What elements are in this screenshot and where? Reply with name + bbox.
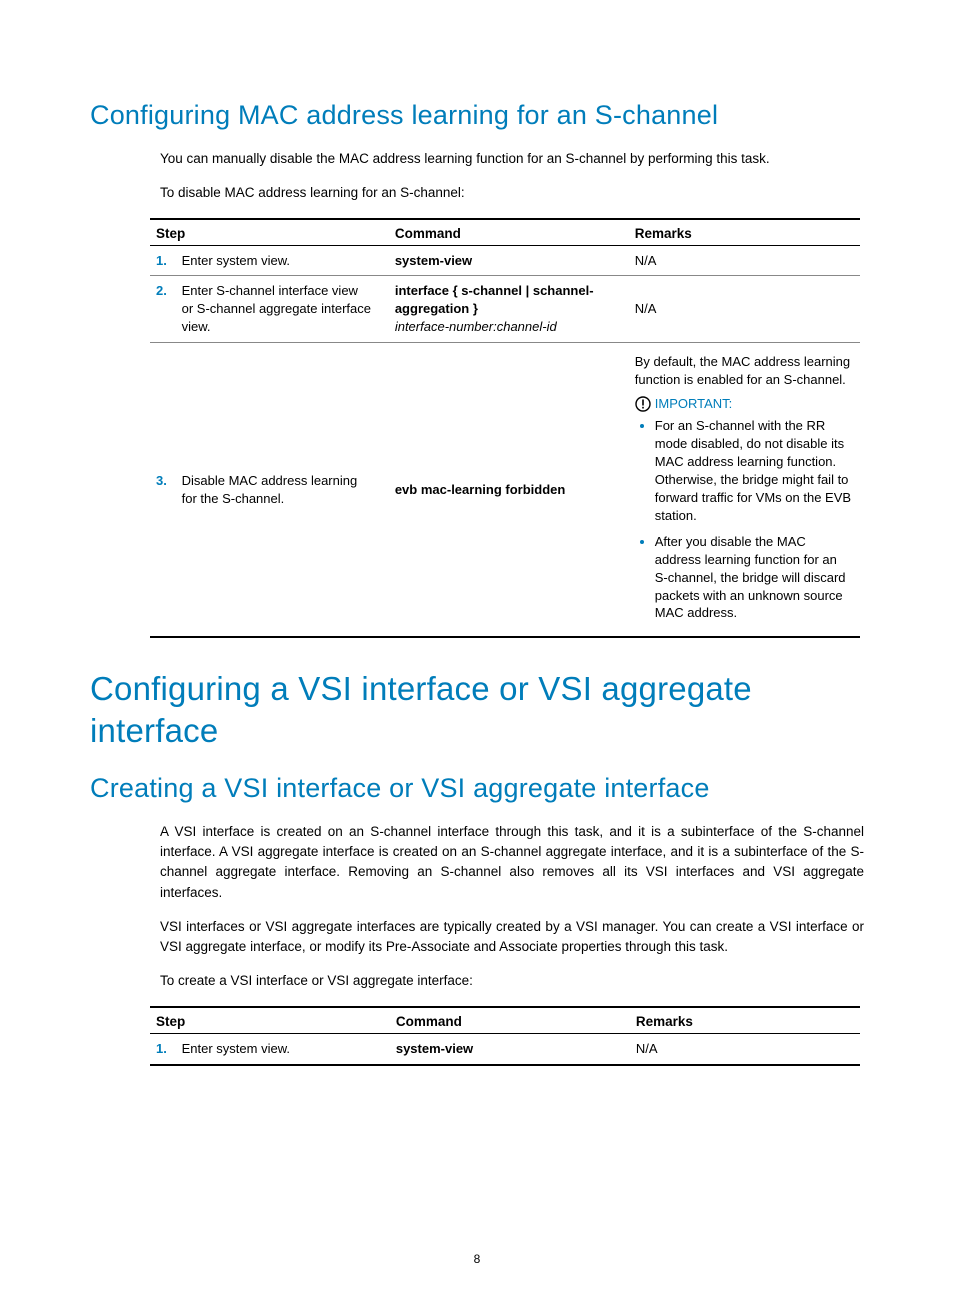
step-desc: Disable MAC address learning for the S-c… <box>182 472 372 508</box>
step-command: system-view <box>396 1041 473 1056</box>
step-command-italic: interface-number:channel-id <box>395 318 621 336</box>
th-command: Command <box>389 219 629 246</box>
important-label: IMPORTANT: <box>635 395 852 413</box>
section-1-para-1: You can manually disable the MAC address… <box>90 149 864 169</box>
table-row: 3. Disable MAC address learning for the … <box>150 343 860 638</box>
remarks-bullet: After you disable the MAC address learni… <box>655 533 852 623</box>
table-header-row: Step Command Remarks <box>150 1007 860 1034</box>
table-row: 1. Enter system view. system-view N/A <box>150 245 860 276</box>
section-2-h2: Creating a VSI interface or VSI aggregat… <box>90 773 864 804</box>
step-number: 3. <box>156 472 178 490</box>
important-icon <box>635 396 651 412</box>
vsi-interface-table: Step Command Remarks 1. Enter system vie… <box>150 1006 860 1066</box>
table-row: 1. Enter system view. system-view N/A <box>150 1033 860 1064</box>
step-number: 2. <box>156 282 178 300</box>
page: Configuring MAC address learning for an … <box>0 0 954 1296</box>
section-2-para-3: To create a VSI interface or VSI aggrega… <box>90 971 864 991</box>
table-header-row: Step Command Remarks <box>150 219 860 246</box>
th-command: Command <box>390 1007 630 1034</box>
step-number: 1. <box>156 1040 178 1058</box>
remarks-bullets: For an S-channel with the RR mode disabl… <box>635 417 852 622</box>
th-step: Step <box>150 219 389 246</box>
step-remarks: N/A <box>629 245 860 276</box>
step-command: evb mac-learning forbidden <box>395 482 565 497</box>
th-remarks: Remarks <box>629 219 860 246</box>
page-number: 8 <box>0 1252 954 1266</box>
mac-learning-table: Step Command Remarks 1. Enter system vie… <box>150 218 860 639</box>
section-1-title: Configuring MAC address learning for an … <box>90 100 864 131</box>
step-desc: Enter system view. <box>182 252 372 270</box>
step-number: 1. <box>156 252 178 270</box>
remarks-bullet: For an S-channel with the RR mode disabl… <box>655 417 852 525</box>
step-remarks: N/A <box>629 276 860 343</box>
section-1-para-2: To disable MAC address learning for an S… <box>90 183 864 203</box>
th-step: Step <box>150 1007 390 1034</box>
step-desc: Enter system view. <box>182 1040 372 1058</box>
section-2-h1: Configuring a VSI interface or VSI aggre… <box>90 668 864 751</box>
section-2-para-2: VSI interfaces or VSI aggregate interfac… <box>90 917 864 958</box>
remarks-pretext: By default, the MAC address learning fun… <box>635 353 852 389</box>
table-row: 2. Enter S-channel interface view or S-c… <box>150 276 860 343</box>
important-text: IMPORTANT: <box>655 395 733 413</box>
th-remarks: Remarks <box>630 1007 860 1034</box>
section-2-para-1: A VSI interface is created on an S-chann… <box>90 822 864 903</box>
step-desc: Enter S-channel interface view or S-chan… <box>182 282 372 336</box>
step-command: system-view <box>395 253 472 268</box>
step-command: interface { s-channel | schannel-aggrega… <box>395 283 594 316</box>
step-remarks: N/A <box>630 1033 860 1064</box>
